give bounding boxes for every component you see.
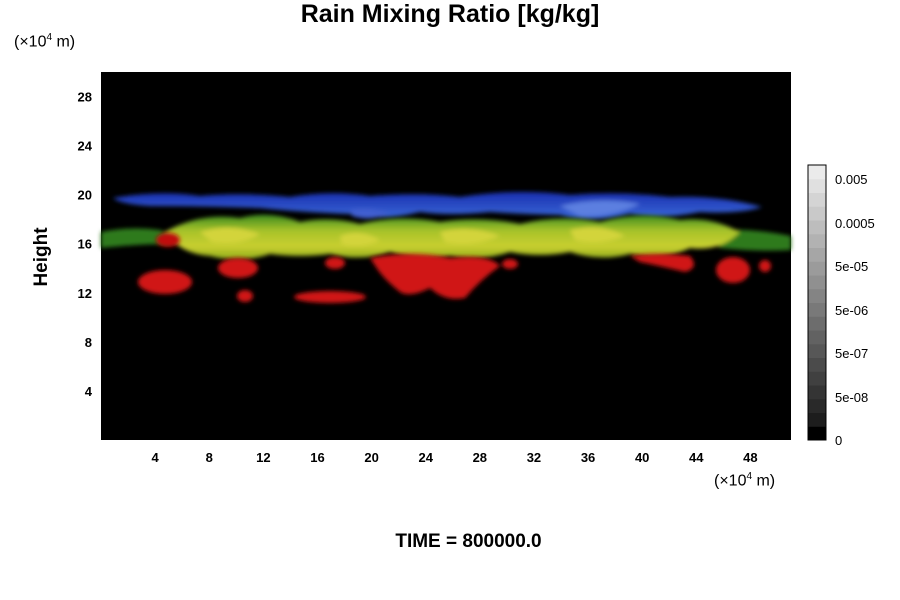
y-tick-label: 4 [85,384,93,399]
x-tick-label: 40 [635,450,649,465]
x-tick-label: 20 [364,450,378,465]
colorbar-tick-label: 0.0005 [835,216,875,231]
colorbar-segment [808,165,826,180]
x-tick-label: 24 [418,450,433,465]
colorbar-segment [808,412,826,427]
colorbar-tick-label: 0.005 [835,172,868,187]
colorbar-tick-label: 5e-05 [835,259,868,274]
colorbar-segment [808,371,826,386]
colorbar-tick-label: 5e-06 [835,303,868,318]
y-tick-label: 28 [78,90,92,105]
x-tick-label: 4 [152,450,160,465]
colorbar-segment [808,261,826,276]
colorbar-segment [808,343,826,358]
y-tick-label: 20 [78,188,92,203]
y-tick-label: 12 [78,286,92,301]
x-tick-label: 28 [473,450,487,465]
colorbar-segment [808,206,826,221]
colorbar-tick-label: 5e-07 [835,346,868,361]
red-layer [138,233,771,303]
y-tick-label: 8 [85,335,92,350]
blue-layer [113,191,762,220]
colorbar-tick-label: 0 [835,433,842,448]
y-tick-label: 16 [78,237,92,252]
colorbar-frame [807,164,827,441]
x-tick-label: 32 [527,450,541,465]
green-layer [101,214,791,260]
colorbar-segment [808,247,826,262]
x-tick-label: 48 [743,450,757,465]
colorbar: 0.005 0.0005 5e-05 5e-06 5e-07 5e-08 0 [807,164,875,448]
colorbar-segment [808,192,826,207]
colorbar-segment [808,316,826,331]
colorbar-segment [808,426,826,441]
colorbar-segment [808,398,826,413]
colorbar-segment [808,385,826,400]
colorbar-segment [808,220,826,235]
y-axis-unit: (×104 m) [14,32,76,51]
x-tick-label: 16 [310,450,324,465]
colorbar-tick-label: 5e-08 [835,390,868,405]
colorbar-segment [808,178,826,193]
colorbar-segment [808,357,826,372]
colorbar-segment [808,275,826,290]
colorbar-segment [808,330,826,345]
x-tick-label: 12 [256,450,270,465]
colorbar-segment [808,233,826,248]
y-tick-label: 24 [78,139,93,154]
chart-title: Rain Mixing Ratio [kg/kg] [300,0,600,28]
x-tick-label: 36 [581,450,595,465]
colorbar-segment [808,288,826,303]
colorbar-segment [808,302,826,317]
x-tick-label: 8 [206,450,213,465]
x-tick-label: 44 [689,450,704,465]
time-label: TIME = 800000.0 [395,531,542,552]
x-axis-unit: (×104 m) [714,471,776,490]
